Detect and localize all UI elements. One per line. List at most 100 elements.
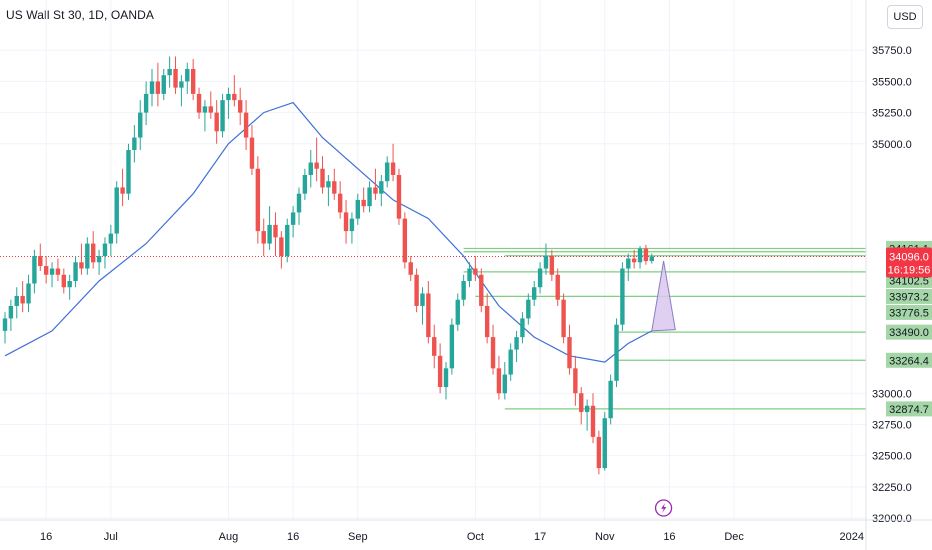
candle-body xyxy=(626,258,631,269)
candle-body xyxy=(432,337,437,356)
candle-body xyxy=(249,137,255,169)
candle xyxy=(584,399,590,431)
y-tick-label: 32250.0 xyxy=(872,482,912,494)
candle xyxy=(14,287,19,319)
candle xyxy=(185,62,190,94)
candle xyxy=(514,330,519,363)
last-price-box xyxy=(886,247,932,278)
candle-body xyxy=(332,181,337,194)
candle-body xyxy=(320,168,325,188)
candle-body xyxy=(73,262,78,281)
y-tick-label: 35000.0 xyxy=(872,139,912,151)
candle xyxy=(138,100,143,151)
candle xyxy=(143,81,149,126)
level-label: 32874.7 xyxy=(889,404,929,416)
candle xyxy=(320,156,325,194)
candle xyxy=(238,87,243,126)
candle-body xyxy=(167,68,172,76)
candle xyxy=(649,253,654,264)
candle-body xyxy=(361,199,366,207)
candle xyxy=(214,100,219,144)
candle-body xyxy=(649,256,654,262)
candle-body xyxy=(379,181,384,194)
candle-body xyxy=(367,187,372,207)
candle-body xyxy=(2,318,8,331)
candle-body xyxy=(567,337,572,369)
lightning-icon-bolt xyxy=(661,503,667,513)
candle-body xyxy=(261,231,266,244)
candle xyxy=(314,137,319,182)
candle xyxy=(543,243,549,275)
candle-body xyxy=(396,174,402,219)
candle xyxy=(402,212,408,269)
candle xyxy=(479,268,484,313)
candle-body xyxy=(279,237,284,257)
candle xyxy=(243,100,249,151)
candle-body xyxy=(590,405,596,437)
candle xyxy=(20,281,25,313)
candle-body xyxy=(79,262,84,269)
candle-body xyxy=(602,418,607,469)
level-label: 33973.2 xyxy=(889,291,929,303)
candle xyxy=(490,324,496,375)
candle xyxy=(432,324,437,369)
candle xyxy=(67,274,72,300)
candle xyxy=(255,156,261,244)
candle-body xyxy=(8,305,14,319)
candle xyxy=(208,91,213,119)
candle xyxy=(496,355,502,400)
candle-body xyxy=(108,233,114,244)
candle-body xyxy=(343,212,349,232)
candle xyxy=(532,281,537,306)
level-label-box xyxy=(886,288,932,304)
candle-body xyxy=(179,81,184,88)
candle-body xyxy=(132,137,137,151)
candle-body xyxy=(202,106,208,113)
candle-body xyxy=(296,193,302,213)
candle-body xyxy=(285,224,290,257)
y-tick-label: 32000.0 xyxy=(872,513,912,525)
candle-body xyxy=(126,150,131,194)
candle xyxy=(596,430,602,475)
candle-body xyxy=(220,100,225,132)
candle-body xyxy=(14,295,19,306)
candle-body xyxy=(385,162,390,182)
x-tick-label: Dec xyxy=(724,531,744,543)
candle-body xyxy=(543,256,549,269)
candle-body xyxy=(232,93,237,101)
y-tick-label: 35750.0 xyxy=(872,45,912,57)
x-tick-label: Aug xyxy=(219,531,239,543)
candle-body xyxy=(326,181,331,188)
candle-body xyxy=(426,293,431,338)
candle-body xyxy=(502,374,507,394)
candle xyxy=(408,256,413,281)
candle xyxy=(290,206,296,238)
y-tick-label: 35500.0 xyxy=(872,76,912,88)
candle xyxy=(355,193,360,225)
candle xyxy=(614,318,619,388)
candle xyxy=(91,231,96,269)
currency-button[interactable]: USD xyxy=(887,5,923,29)
candle-body xyxy=(120,187,125,194)
x-tick-label: 16 xyxy=(40,531,52,543)
candle-body xyxy=(55,268,61,275)
candle-body xyxy=(490,337,496,369)
candle xyxy=(396,168,402,225)
candle xyxy=(261,218,266,257)
candle xyxy=(120,168,125,207)
candle xyxy=(55,258,61,281)
y-tick-label: 32500.0 xyxy=(872,451,912,463)
candle xyxy=(96,249,102,275)
candle-body xyxy=(614,324,619,381)
candle-body xyxy=(349,218,355,232)
candle-body xyxy=(185,68,190,82)
candle-body xyxy=(573,368,578,394)
candle-body xyxy=(214,112,219,132)
candle xyxy=(43,256,49,284)
candle xyxy=(102,237,108,269)
candle xyxy=(332,168,337,200)
candle xyxy=(49,262,55,288)
candle-body xyxy=(520,318,525,338)
candle-body xyxy=(461,281,466,300)
